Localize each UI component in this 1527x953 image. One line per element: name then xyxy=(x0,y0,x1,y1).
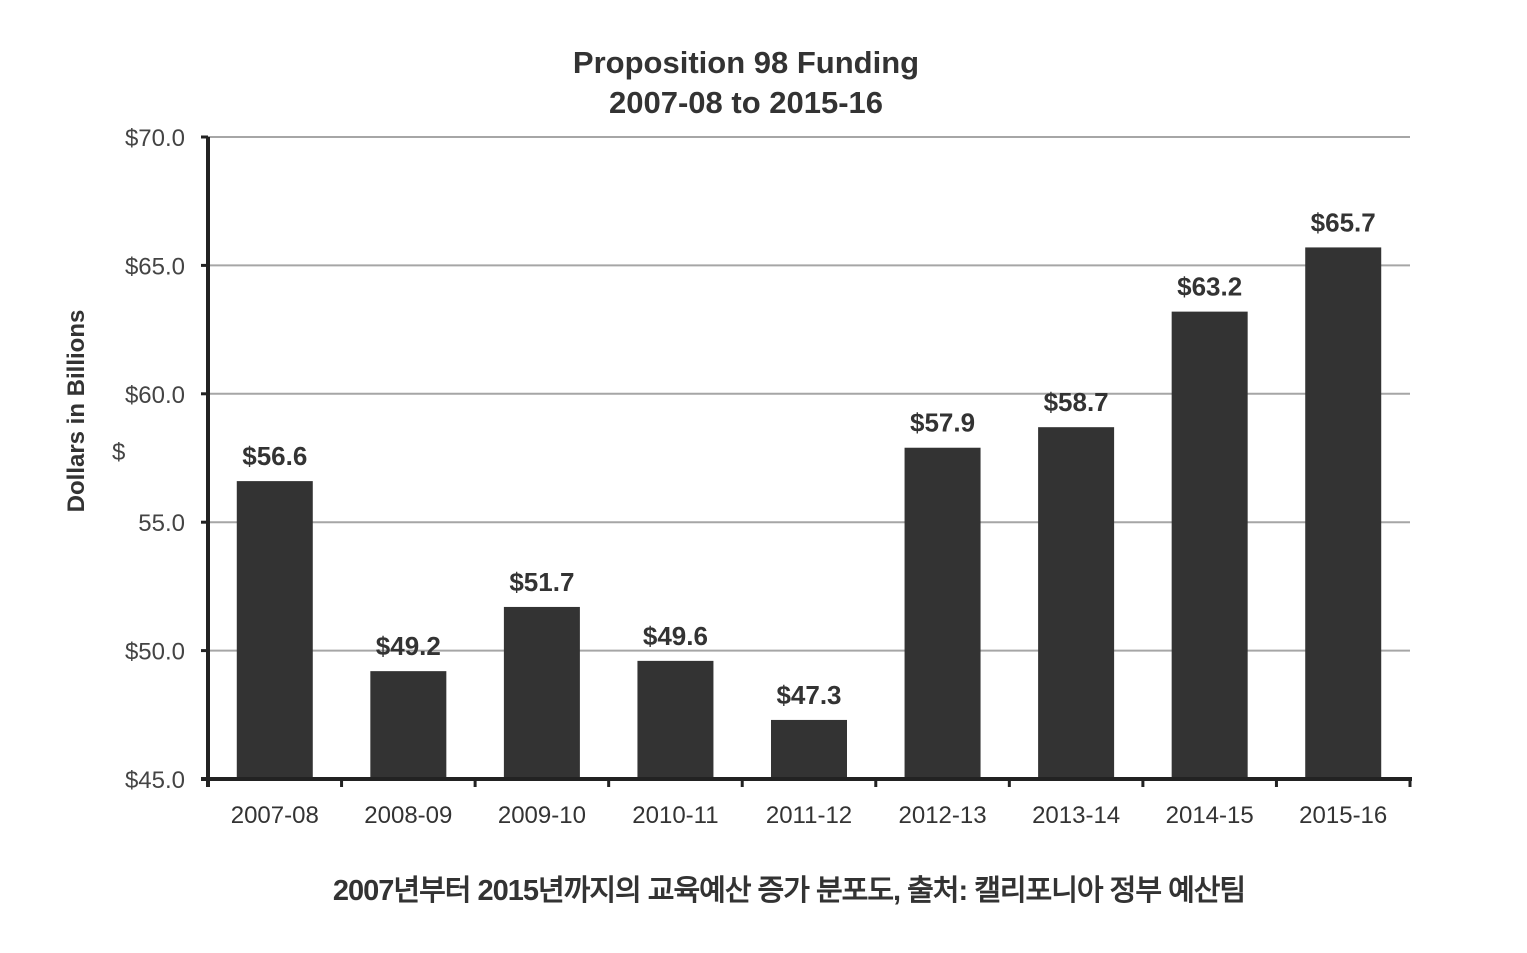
x-tick-label: 2012-13 xyxy=(899,802,987,829)
y-tick-label: $65.0 xyxy=(125,253,185,280)
bar-2010-11 xyxy=(637,660,714,779)
y-tick-label: $70.0 xyxy=(125,125,185,152)
bar-2012-13 xyxy=(904,447,981,779)
stray-y-tick-text: $ xyxy=(112,439,125,466)
bar-2007-08 xyxy=(236,481,313,779)
bar-2011-12 xyxy=(771,719,847,779)
data-label: $56.6 xyxy=(242,441,307,471)
x-tick-label: 2008-09 xyxy=(364,802,452,829)
bar-2015-16 xyxy=(1305,247,1382,779)
x-tick-label: 2007-08 xyxy=(231,802,319,829)
x-tick-label: 2015-16 xyxy=(1299,802,1387,829)
y-tick-label: $45.0 xyxy=(125,767,185,794)
x-tick-label: 2010-11 xyxy=(632,802,718,829)
data-label: $51.7 xyxy=(509,567,574,597)
bar-2008-09 xyxy=(370,671,447,779)
y-axis-label: Dollars in Billions xyxy=(63,310,90,513)
data-label: $49.6 xyxy=(643,621,708,651)
data-label: $58.7 xyxy=(1044,387,1109,417)
chart-subtitle: 2007-08 to 2015-16 xyxy=(609,85,883,120)
y-tick-label: $50.0 xyxy=(125,639,185,666)
y-tick-label: 55.0 xyxy=(138,510,185,537)
y-tick-label: $60.0 xyxy=(125,382,185,409)
bar-2013-14 xyxy=(1038,427,1115,779)
data-label: $49.2 xyxy=(376,631,441,661)
x-tick-label: 2013-14 xyxy=(1032,802,1120,829)
data-label: $65.7 xyxy=(1311,207,1376,237)
bar-2014-15 xyxy=(1171,311,1248,779)
x-tick-label: 2011-12 xyxy=(766,802,852,829)
data-label: $47.3 xyxy=(776,680,841,710)
x-tick-label: 2009-10 xyxy=(498,802,586,829)
chart-title: Proposition 98 Funding xyxy=(573,45,919,80)
x-tick-label: 2014-15 xyxy=(1166,802,1254,829)
chart-caption: 2007년부터 2015년까지의 교육예산 증가 분포도, 출처: 캘리포니아 … xyxy=(333,874,1245,907)
data-label: $57.9 xyxy=(910,408,975,438)
bar-2009-10 xyxy=(503,606,580,779)
data-label: $63.2 xyxy=(1177,272,1242,302)
